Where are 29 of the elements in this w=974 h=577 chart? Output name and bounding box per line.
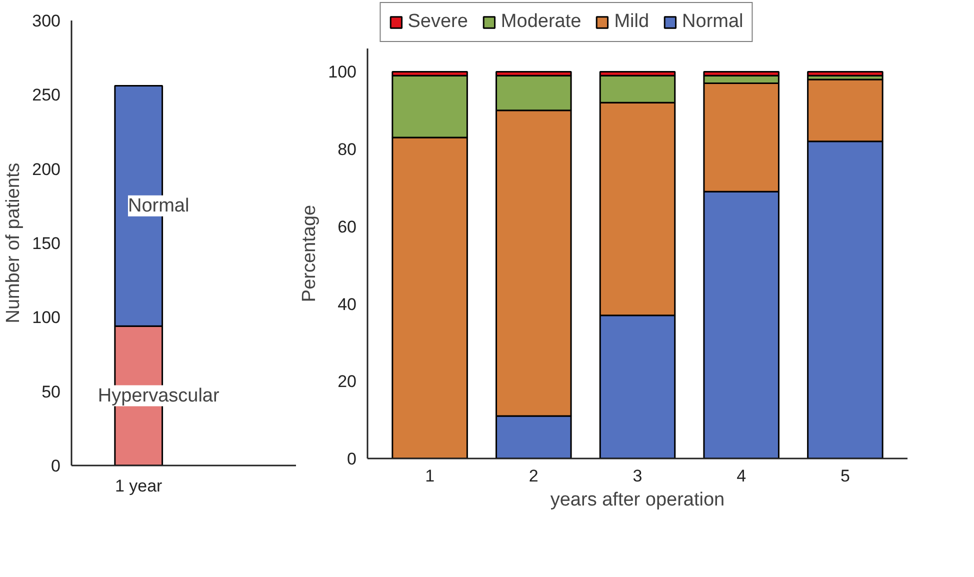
y-tick-label: 20 <box>338 372 357 392</box>
series-label: Hypervascular <box>98 385 220 406</box>
legend-label: Moderate <box>500 11 582 33</box>
legend-label: Normal <box>682 11 744 33</box>
x-tick-label: 1 year <box>114 476 163 496</box>
legend-label: Severe <box>408 11 468 33</box>
y-tick-label: 100 <box>328 62 357 82</box>
y-axis-title: Percentage <box>299 204 320 302</box>
y-axis-title: Number of patients <box>3 162 24 324</box>
legend-label: Mild <box>614 11 650 33</box>
y-tick-label: 50 <box>42 382 61 402</box>
y-tick-label: 100 <box>32 308 61 328</box>
y-tick-label: 80 <box>338 140 357 160</box>
y-tick-label: 0 <box>347 450 357 468</box>
bar <box>807 70 884 76</box>
x-tick-label: 1 <box>425 466 435 486</box>
y-tick-label: 200 <box>32 160 61 179</box>
y-tick-label: 0 <box>51 456 61 476</box>
y-tick-label: 60 <box>338 217 357 236</box>
x-axis-title: years after operation <box>550 490 725 510</box>
y-tick-label: 150 <box>32 234 61 253</box>
y-tick-label: 300 <box>32 12 61 30</box>
y-tick-label: 40 <box>338 294 357 314</box>
x-tick-label: 4 <box>736 466 746 486</box>
x-tick-label: 3 <box>632 466 642 486</box>
series-label: Normal <box>128 195 190 216</box>
y-tick-label: 250 <box>32 86 61 105</box>
x-tick-label: 2 <box>528 466 538 486</box>
x-tick-label: 5 <box>840 466 850 486</box>
